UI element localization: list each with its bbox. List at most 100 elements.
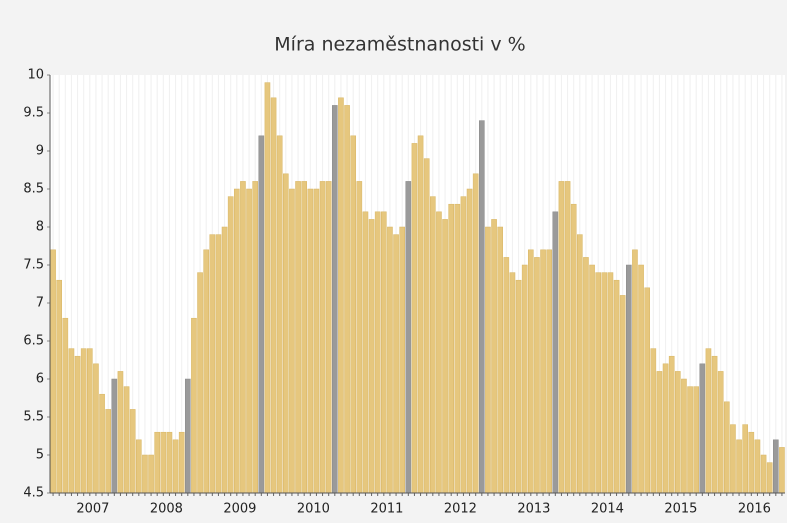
bar <box>411 143 418 494</box>
bar <box>185 378 191 494</box>
bar <box>295 181 301 494</box>
bar <box>209 234 216 494</box>
bar <box>570 203 577 494</box>
bar <box>74 355 81 494</box>
bar <box>111 378 118 494</box>
y-tick-label: 8 <box>36 220 44 235</box>
bar <box>87 348 93 494</box>
x-tick-label: 2010 <box>297 502 330 517</box>
bar <box>381 211 387 494</box>
bar <box>313 188 320 494</box>
bar <box>613 279 620 494</box>
bar <box>460 196 467 494</box>
bar <box>203 249 209 494</box>
bar <box>154 431 160 494</box>
bar <box>374 211 381 494</box>
bar <box>436 211 442 494</box>
bar <box>258 135 265 494</box>
bar <box>332 105 338 494</box>
bar <box>319 181 326 494</box>
bar <box>693 386 699 494</box>
bar <box>387 226 393 494</box>
bar <box>736 439 742 494</box>
y-tick-label: 4.5 <box>23 486 44 501</box>
bar <box>99 393 105 494</box>
bar <box>240 181 246 494</box>
bar <box>142 454 148 494</box>
bar <box>105 409 111 494</box>
x-tick-label: 2011 <box>370 502 403 517</box>
bar <box>546 249 552 494</box>
bar <box>252 181 258 494</box>
y-tick-label: 10 <box>27 68 44 83</box>
bar <box>681 378 687 494</box>
bar <box>675 371 681 494</box>
bar <box>178 431 185 494</box>
plot-area <box>50 75 785 493</box>
bar <box>534 257 540 494</box>
bar <box>601 272 608 494</box>
bar <box>191 317 197 494</box>
x-tick-label: 2013 <box>517 502 550 517</box>
bar <box>368 219 375 494</box>
bar <box>754 439 761 494</box>
bar <box>644 287 650 494</box>
bar <box>129 409 136 494</box>
bar <box>479 120 485 494</box>
bar <box>227 196 234 494</box>
bar <box>521 264 528 494</box>
bar <box>589 264 595 494</box>
bar <box>638 264 644 494</box>
bar <box>552 211 559 494</box>
bar <box>246 188 252 494</box>
bar <box>491 219 497 494</box>
bar <box>662 363 669 494</box>
bar <box>583 257 589 494</box>
bar <box>93 363 99 494</box>
bar <box>148 454 154 494</box>
y-tick-label: 7 <box>36 296 44 311</box>
bar <box>325 181 332 494</box>
bar <box>338 97 344 494</box>
bar <box>136 439 142 494</box>
bar <box>509 272 516 494</box>
x-tick-label: 2015 <box>664 502 697 517</box>
bar <box>730 424 736 494</box>
bar <box>564 181 571 494</box>
bar <box>485 226 491 494</box>
bar <box>68 348 75 494</box>
bar <box>423 158 430 494</box>
y-tick-label: 6.5 <box>23 334 44 349</box>
bar <box>430 196 436 494</box>
bar <box>595 272 601 494</box>
bar <box>711 355 718 494</box>
bar <box>234 188 240 494</box>
bar <box>221 226 228 494</box>
x-tick-label: 2008 <box>150 502 183 517</box>
bar <box>172 439 179 494</box>
bar <box>166 431 173 494</box>
bar <box>577 234 583 494</box>
bar <box>466 188 473 494</box>
bar <box>344 105 350 494</box>
bar <box>276 135 283 494</box>
bar <box>619 295 626 494</box>
bar <box>632 249 638 494</box>
bar <box>62 317 69 494</box>
bar <box>607 272 614 494</box>
bar <box>307 188 314 494</box>
bar <box>779 447 785 494</box>
bar <box>717 371 724 494</box>
bar <box>80 348 87 494</box>
bar <box>540 249 546 494</box>
bar <box>56 279 62 494</box>
y-tick-label: 6 <box>36 372 44 387</box>
bar <box>528 249 534 494</box>
bar <box>215 234 222 494</box>
x-tick-label: 2007 <box>76 502 109 517</box>
x-tick-label: 2009 <box>223 502 256 517</box>
bar <box>283 173 289 494</box>
bar <box>558 181 565 494</box>
bar <box>472 173 479 494</box>
bar <box>748 431 755 494</box>
